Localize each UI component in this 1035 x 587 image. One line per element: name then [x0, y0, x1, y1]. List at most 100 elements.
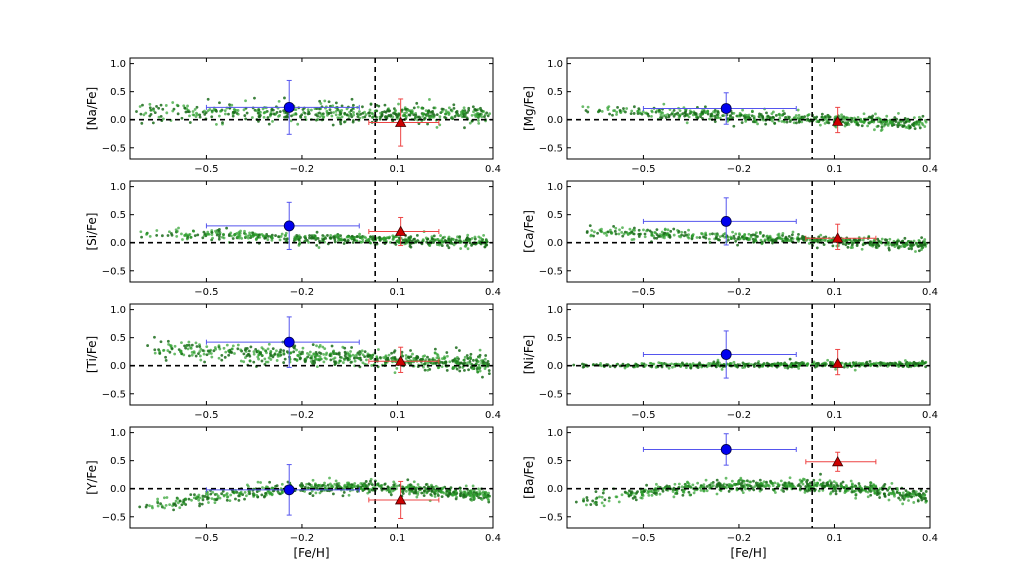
field-star-point	[903, 496, 907, 499]
field-star-point	[717, 238, 720, 241]
field-star-point	[735, 488, 739, 492]
field-star-point	[452, 243, 456, 247]
field-star-point	[893, 116, 897, 119]
field-star-point	[660, 233, 664, 237]
field-star-point	[659, 116, 662, 119]
field-star-point	[754, 481, 758, 485]
y-tick-label: 0.5	[110, 456, 126, 467]
field-star-point	[610, 231, 614, 235]
field-star-point	[186, 104, 189, 108]
field-star-point	[740, 121, 744, 125]
field-star-point	[191, 110, 195, 113]
field-star-point	[821, 488, 825, 492]
field-star-point	[487, 372, 491, 376]
field-star-point	[310, 354, 314, 358]
field-star-point	[210, 233, 214, 237]
field-star-point	[227, 349, 231, 353]
field-star-point	[425, 491, 429, 495]
field-star-point	[731, 116, 735, 119]
field-star-point	[434, 484, 438, 488]
plot-area	[130, 181, 493, 282]
field-star-point	[303, 485, 307, 489]
field-star-point	[296, 353, 300, 357]
field-star-point	[746, 484, 750, 488]
field-star-point	[258, 351, 262, 355]
field-star-point	[829, 484, 833, 488]
field-star-point	[469, 493, 473, 497]
field-star-point	[787, 235, 791, 238]
field-star-point	[770, 112, 774, 116]
field-star-point	[778, 116, 782, 120]
field-star-point	[478, 490, 482, 493]
y-tick-label: −0.5	[102, 266, 126, 277]
field-star-point	[358, 232, 361, 236]
field-star-point	[441, 490, 445, 494]
field-star-point	[173, 344, 177, 348]
field-star-point	[436, 491, 439, 495]
field-star-point	[266, 238, 270, 241]
field-star-point	[385, 358, 388, 362]
field-star-point	[249, 345, 253, 349]
field-star-point	[275, 359, 279, 362]
field-star-point	[445, 351, 449, 354]
field-star-point	[767, 483, 770, 487]
field-star-point	[233, 108, 237, 112]
field-star-point	[630, 109, 634, 113]
field-star-point	[328, 354, 332, 357]
field-star-point	[662, 232, 666, 235]
y-tick-label: 0.5	[110, 87, 126, 98]
field-star-point	[734, 239, 738, 243]
field-star-point	[585, 496, 589, 499]
field-star-point	[314, 357, 318, 361]
field-star-point	[315, 230, 319, 234]
field-star-point	[296, 122, 300, 126]
field-star-point	[618, 109, 622, 113]
field-star-point	[716, 233, 719, 237]
field-star-point	[896, 122, 900, 126]
field-star-point	[195, 496, 199, 500]
field-star-point	[592, 234, 595, 238]
field-star-point	[388, 490, 391, 493]
field-star-point	[714, 236, 718, 240]
field-star-point	[670, 362, 673, 366]
field-star-point	[640, 496, 644, 500]
field-star-point	[295, 348, 298, 352]
field-star-point	[849, 479, 853, 483]
field-star-point	[272, 112, 276, 116]
field-star-point	[153, 111, 157, 114]
field-star-point	[462, 106, 466, 110]
field-star-point	[363, 362, 367, 366]
field-star-point	[732, 360, 736, 364]
field-star-point	[439, 234, 442, 237]
field-star-point	[781, 234, 784, 237]
field-star-point	[875, 493, 879, 496]
x-tick-label: −0.5	[194, 410, 218, 421]
field-star-point	[380, 484, 384, 487]
field-star-point	[894, 361, 898, 365]
y-tick-label: 1.0	[110, 305, 126, 316]
field-star-point	[885, 122, 889, 126]
field-star-point	[921, 114, 925, 118]
field-star-point	[171, 101, 175, 104]
field-star-point	[331, 104, 335, 108]
x-axis-label: [Fe/H]	[730, 546, 766, 560]
field-star-point	[488, 112, 492, 116]
field-star-point	[732, 111, 736, 115]
field-star-point	[475, 367, 479, 370]
field-star-point	[868, 120, 872, 124]
field-star-point	[458, 349, 461, 352]
field-star-point	[311, 236, 315, 240]
field-star-point	[174, 499, 178, 503]
plot-area	[567, 427, 930, 528]
field-star-point	[244, 356, 247, 359]
field-star-point	[255, 109, 259, 113]
field-star-point	[909, 361, 913, 365]
field-star-point	[355, 353, 359, 356]
field-star-point	[139, 230, 143, 234]
field-star-point	[600, 110, 604, 113]
field-star-point	[614, 232, 618, 236]
x-tick-label: 0.4	[485, 410, 501, 421]
field-star-point	[423, 362, 427, 366]
field-star-point	[239, 348, 243, 352]
field-star-point	[681, 112, 685, 116]
